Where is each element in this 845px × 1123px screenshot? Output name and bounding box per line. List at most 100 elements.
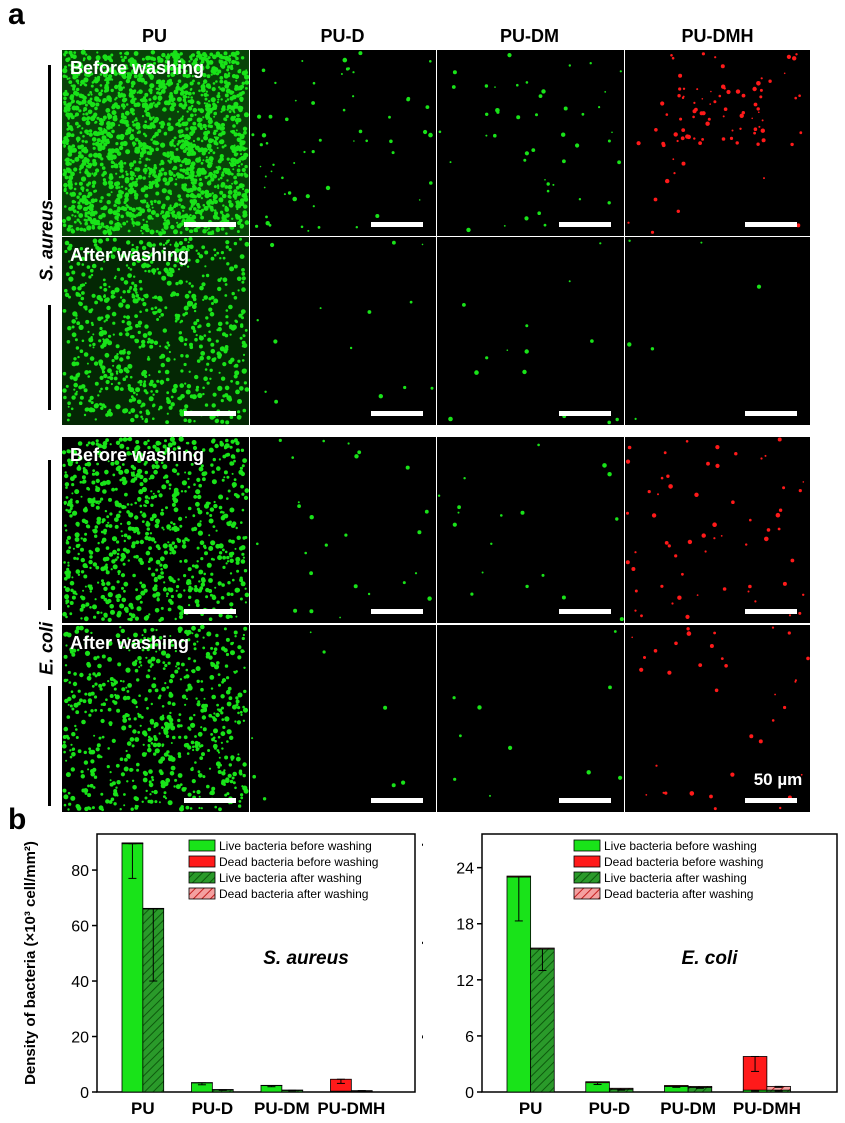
y-tick-label: 40	[71, 974, 89, 991]
legend-swatch-live-before	[188, 839, 216, 852]
micrograph-r3-c4	[625, 437, 810, 623]
bar-dead-before-pu	[121, 842, 144, 845]
legend-label-live-after: Live bacteria after washing	[219, 871, 362, 885]
species-bracket-top	[48, 65, 51, 200]
bar-dead-after-pu-dm	[687, 1085, 713, 1088]
legend-label-dead-before: Dead bacteria before washing	[219, 855, 378, 869]
row-label-after-washing: After washing	[70, 633, 189, 653]
column-label-pu-dm: PU-DM	[500, 26, 559, 46]
micrograph-r4-c2	[250, 625, 436, 812]
species-bracket-top-ecoli	[48, 460, 51, 610]
scale-bar	[745, 411, 797, 416]
panel-b-label: b	[8, 803, 27, 836]
scale-bar-label: 50 µm	[754, 770, 803, 789]
bar-dead-after-pu	[142, 907, 165, 910]
scale-bar	[559, 222, 611, 227]
legend-swatch-dead-after	[573, 887, 601, 900]
y-axis-label: Density of bacteria (×10³ cell/mm²)	[22, 841, 39, 1085]
bar-dead-before-pu	[506, 875, 532, 878]
scale-bar	[559, 798, 611, 803]
y-tick-label: 60	[71, 919, 89, 936]
species-label-s-aureus: S. aureus	[36, 199, 57, 282]
micrograph-r4-c3	[437, 625, 624, 812]
x-tick-label: PU	[519, 1099, 543, 1118]
micrograph-r2-c3	[437, 237, 624, 425]
y-tick-label: 80	[71, 863, 89, 880]
species-annotation: S. aureus	[263, 948, 349, 969]
y-tick-label: 6	[465, 1029, 474, 1046]
plot-frame	[481, 833, 838, 1093]
bar-chart-e-coli: 0 6 12 18 24 Density of bacteria (×10³ cell/m…	[422, 833, 838, 1118]
scale-bar	[745, 609, 797, 614]
legend-swatch-dead-before	[573, 855, 601, 868]
legend-swatch-live-after	[188, 871, 216, 884]
x-tick-label: PU-D	[589, 1099, 631, 1118]
plot-frame	[96, 833, 416, 1093]
y-tick-label: 12	[456, 973, 474, 990]
y-axis-label: Density of bacteria (×10³ cell/mm²)	[422, 841, 424, 1085]
legend-label-dead-before: Dead bacteria before washing	[604, 855, 763, 869]
column-label-pu-d: PU-D	[320, 26, 365, 46]
scale-bar	[371, 609, 423, 614]
scale-bar	[371, 222, 423, 227]
micrograph-r2-c1	[62, 237, 249, 425]
column-label-pu: PU	[141, 26, 167, 46]
scale-bar	[184, 222, 236, 227]
bar-chart-s-aureus: 0 20 40 60 80 Density of bacteria (×10³ cell/…	[22, 833, 416, 1118]
scale-bar	[184, 411, 236, 416]
legend-swatch-live-after	[573, 871, 601, 884]
y-tick-label: 0	[80, 1085, 89, 1102]
bar-dead-after-pu	[530, 947, 555, 950]
species-label-e-coli: E. coli	[36, 622, 57, 676]
row-label-before-washing: Before washing	[70, 58, 204, 78]
x-tick-label: PU	[131, 1099, 155, 1118]
micrograph-r3-c3	[437, 437, 624, 623]
scale-bar	[559, 411, 611, 416]
micrograph-r1-c3	[437, 50, 624, 236]
scale-bar	[559, 609, 611, 614]
bar-live-before-pu	[121, 843, 144, 1093]
x-tick-label: PU-DMH	[317, 1099, 385, 1118]
micrograph-r2-c2	[250, 237, 436, 425]
legend-label-live-before: Live bacteria before washing	[219, 839, 372, 853]
y-tick-label: 0	[465, 1085, 474, 1102]
y-tick-label: 20	[71, 1030, 89, 1047]
legend-label-dead-after: Dead bacteria after washing	[604, 887, 753, 901]
legend-label-dead-after: Dead bacteria after washing	[219, 887, 368, 901]
species-annotation: E. coli	[682, 948, 739, 969]
micrograph-r3-c1	[62, 437, 249, 623]
legend-label-live-after: Live bacteria after washing	[604, 871, 747, 885]
row-label-after-washing: After washing	[70, 245, 189, 265]
scale-bar	[371, 798, 423, 803]
x-tick-label: PU-D	[192, 1099, 234, 1118]
x-tick-label: PU-DM	[660, 1099, 716, 1118]
species-bracket-bottom-ecoli	[48, 686, 51, 806]
micrograph-r1-c4	[625, 50, 810, 236]
column-label-pu-dmh: PU-DMH	[681, 26, 754, 46]
scale-bar	[371, 411, 423, 416]
scale-bar	[184, 798, 236, 803]
legend-swatch-dead-after	[188, 887, 216, 900]
legend-label-live-before: Live bacteria before washing	[604, 839, 757, 853]
panel-a-label: a	[8, 0, 25, 31]
micrograph-r4-c1	[62, 625, 249, 812]
legend-swatch-dead-before	[188, 855, 216, 868]
micrograph-r1-c1	[62, 50, 249, 236]
micrograph-r1-c2	[250, 50, 436, 236]
micrograph-r4-c4	[625, 625, 810, 812]
scale-bar	[745, 222, 797, 227]
bar-dead-before-pu-d	[585, 1081, 610, 1084]
bar-dead-after-pu-d	[608, 1087, 634, 1090]
microscopy-image-grid: Before washing After washing Before washin…	[61, 49, 810, 812]
species-bracket-bottom	[48, 305, 51, 410]
scale-bar	[745, 798, 797, 803]
micrograph-r2-c4	[625, 237, 810, 425]
y-tick-label: 24	[456, 861, 474, 878]
bar-dead-before-pu-dm	[664, 1085, 689, 1087]
y-tick-label: 18	[456, 917, 474, 934]
micrograph-r3-c2	[250, 437, 436, 623]
scale-bar	[184, 609, 236, 614]
x-tick-label: PU-DMH	[733, 1099, 801, 1118]
x-tick-label: PU-DM	[254, 1099, 310, 1118]
legend-swatch-live-before	[573, 839, 601, 852]
